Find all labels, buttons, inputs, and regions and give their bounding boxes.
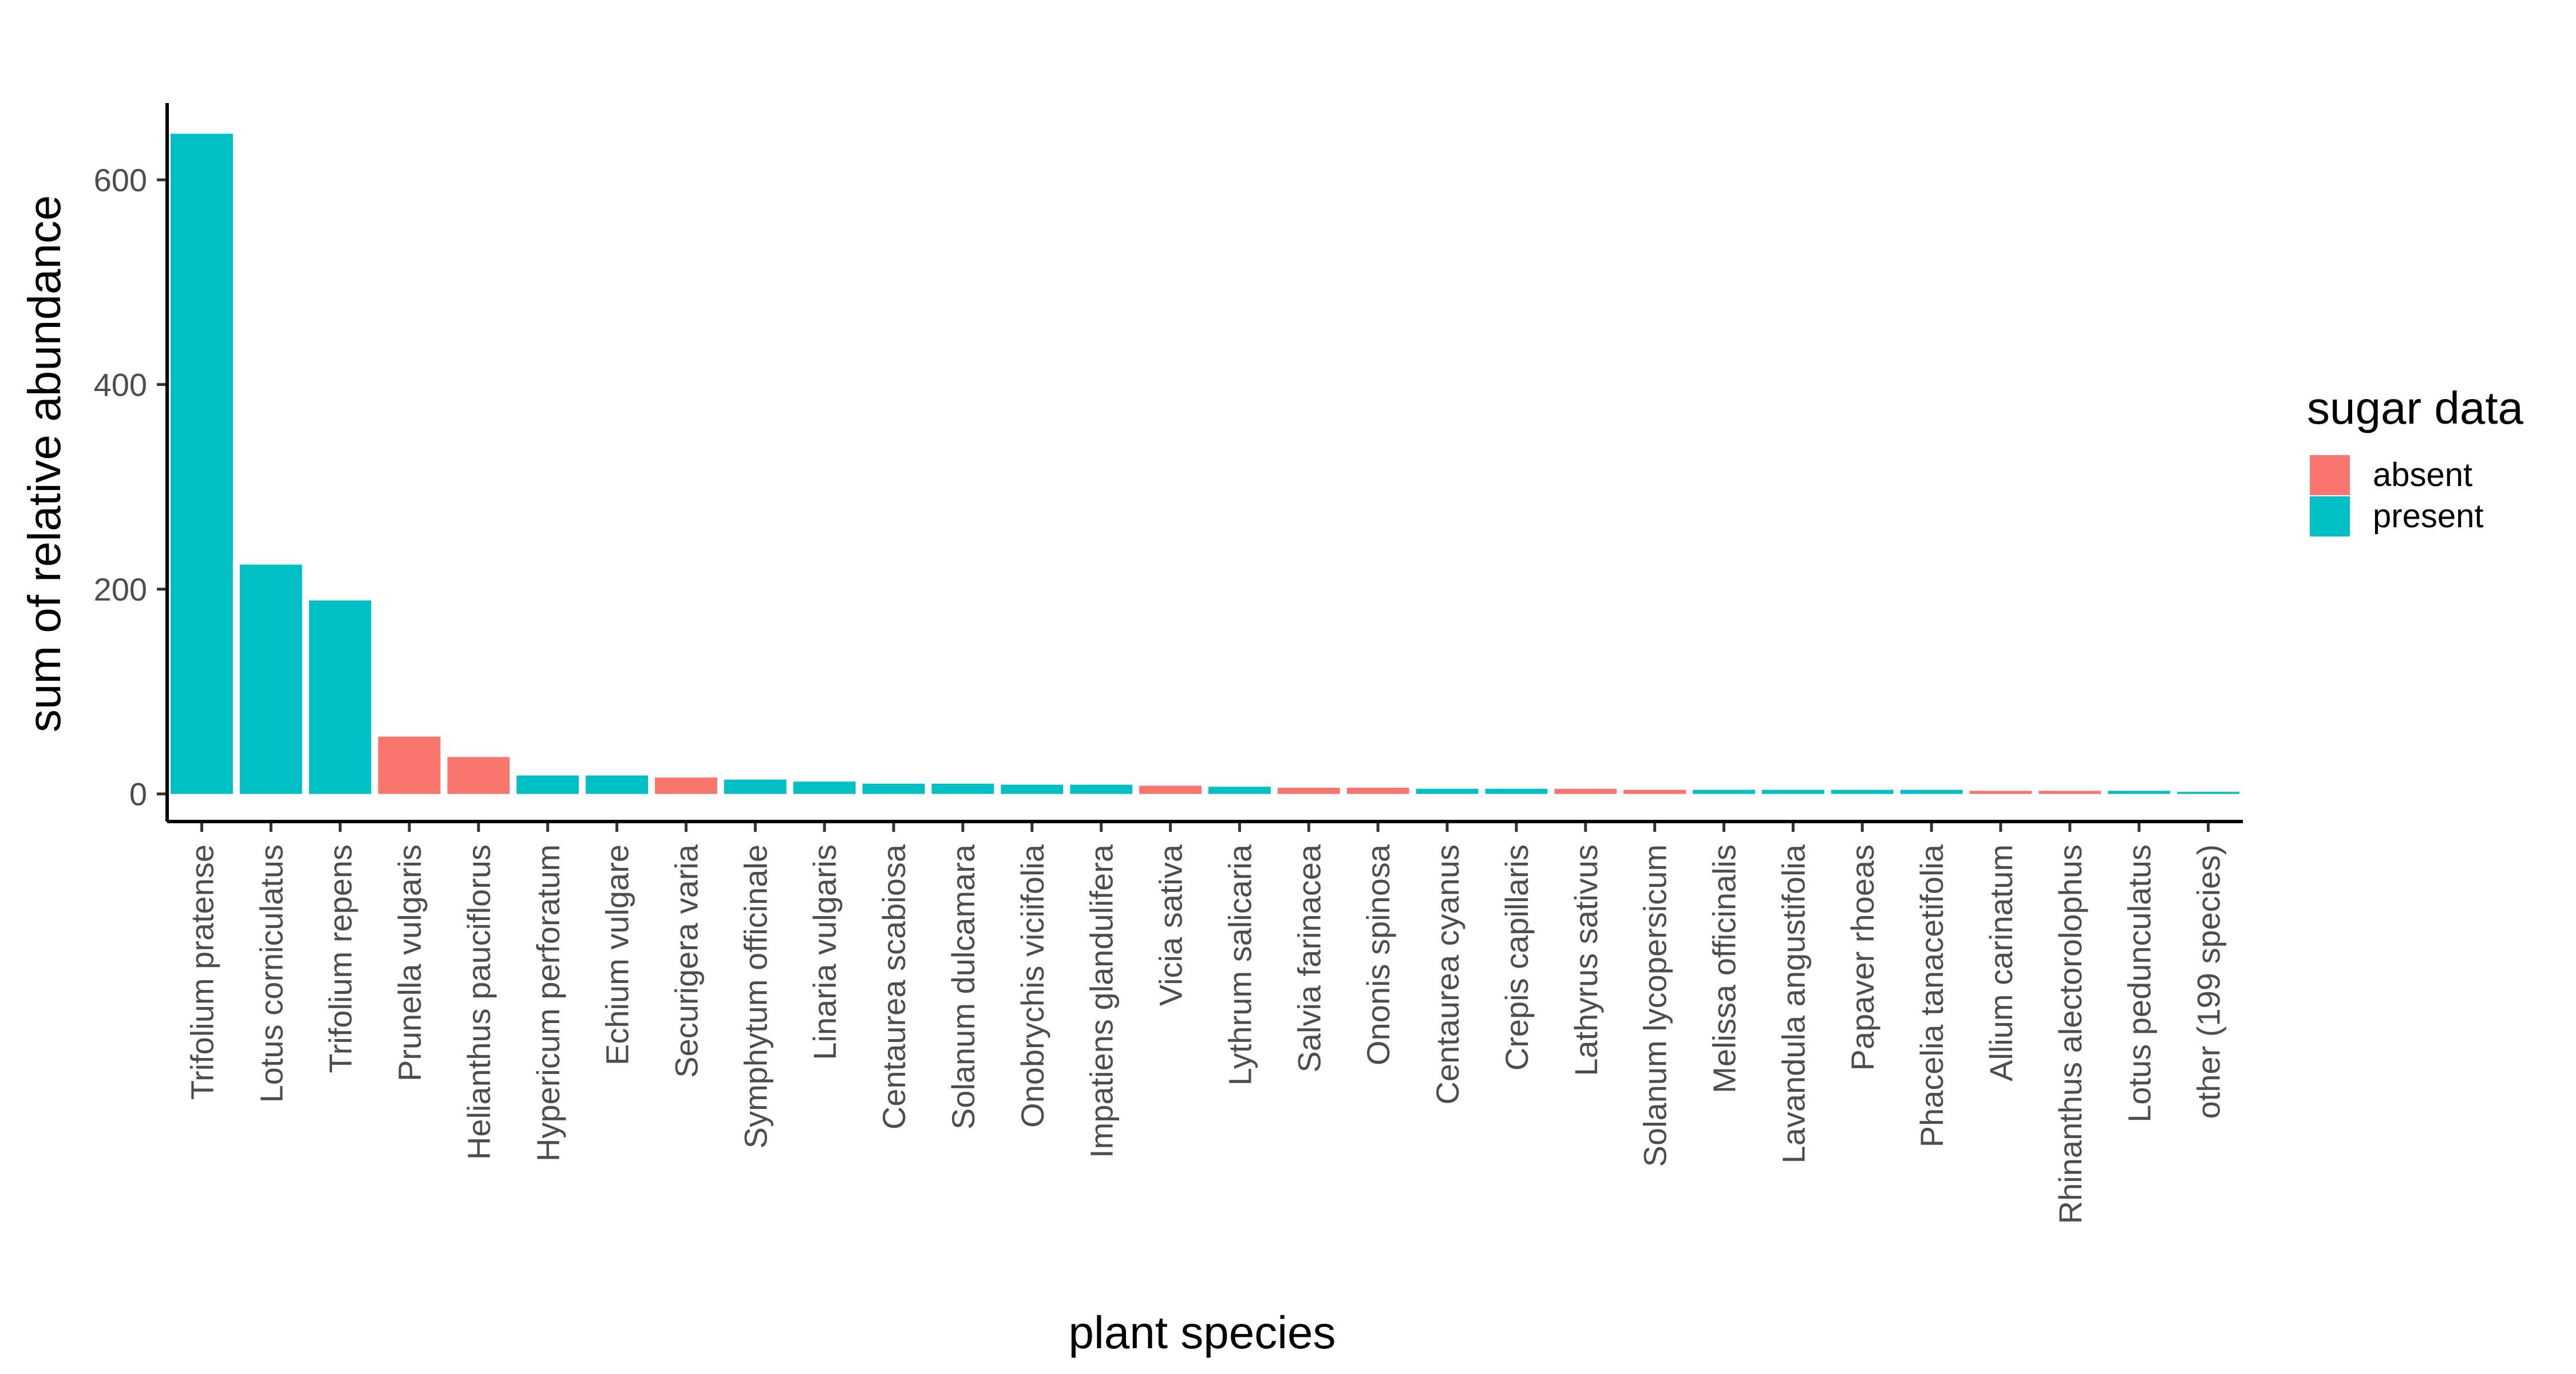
- y-axis-label: sum of relative abundance: [19, 195, 70, 732]
- bar-10: [793, 781, 856, 794]
- x-tick-label: Allium carinatum: [1983, 844, 2019, 1081]
- y-tick-label: 0: [129, 776, 147, 812]
- bar-6: [516, 775, 579, 794]
- bar-11: [862, 783, 925, 794]
- x-tick-label: Papaver rhoeas: [1844, 844, 1880, 1071]
- y-axis-ticks: 0 200 400 600: [94, 162, 167, 812]
- legend: sugar data absent present: [2307, 382, 2524, 536]
- x-tick-label: Lotus corniculatus: [253, 844, 289, 1103]
- bar-3: [309, 600, 372, 794]
- bar-14: [1070, 784, 1133, 794]
- x-tick-label: Trifolium repens: [322, 844, 358, 1073]
- x-tick-label: Echium vulgare: [599, 844, 635, 1065]
- legend-label-absent: absent: [2373, 456, 2472, 493]
- bar-28: [2038, 791, 2101, 794]
- x-tick-label: other (199 species): [2191, 844, 2227, 1119]
- x-tick-label: Symphytum officinale: [737, 844, 773, 1148]
- bar-12: [931, 783, 994, 794]
- bar-18: [1346, 788, 1409, 794]
- bar-13: [1001, 784, 1064, 794]
- y-tick-label: 400: [94, 367, 147, 403]
- bar-16: [1208, 787, 1271, 794]
- bar-1: [171, 133, 233, 794]
- x-tick-label: Salvia farinacea: [1291, 844, 1327, 1072]
- y-tick-label: 200: [94, 571, 147, 607]
- bar-19: [1416, 788, 1479, 794]
- bar-7: [586, 775, 649, 794]
- bars-group: [171, 133, 2239, 794]
- legend-entries: absent present: [2310, 455, 2483, 536]
- bar-24: [1761, 789, 1824, 794]
- x-tick-label: Prunella vulgaris: [392, 844, 428, 1081]
- bar-20: [1485, 788, 1548, 794]
- x-tick-label: Ononis spinosa: [1360, 844, 1396, 1065]
- bar-26: [1900, 789, 1963, 794]
- x-tick-label: Helianthus pauciflorus: [461, 844, 497, 1160]
- bar-30: [2177, 792, 2239, 794]
- x-tick-label: Linaria vulgaris: [807, 844, 843, 1060]
- bar-4: [378, 736, 441, 794]
- x-axis-ticks: Trifolium pratense Lotus corniculatus Trif…: [184, 822, 2227, 1224]
- legend-swatch-present: [2310, 496, 2350, 536]
- x-tick-label: Lathyrus sativus: [1568, 844, 1604, 1076]
- bar-27: [1969, 791, 2032, 794]
- x-tick-label: Solanum dulcamara: [945, 844, 981, 1130]
- x-tick-label: Vicia sativa: [1153, 844, 1189, 1006]
- bar-23: [1693, 789, 1755, 794]
- x-tick-label: Lythrum salicaria: [1222, 844, 1258, 1085]
- x-tick-label: Centaurea cyanus: [1429, 844, 1465, 1105]
- bar-5: [447, 757, 510, 794]
- bar-25: [1831, 789, 1894, 794]
- bar-15: [1139, 785, 1202, 794]
- x-tick-label: Phacelia tanacetifolia: [1914, 844, 1950, 1147]
- bar-2: [239, 564, 302, 794]
- x-tick-label: Hypericum perforatum: [530, 844, 566, 1162]
- bar-29: [2108, 791, 2171, 794]
- bar-21: [1554, 788, 1617, 794]
- x-tick-label: Securigera varia: [669, 844, 705, 1078]
- x-tick-label: Onobrychis viciifolia: [1014, 844, 1050, 1128]
- bar-8: [655, 777, 717, 794]
- legend-label-present: present: [2373, 498, 2483, 535]
- legend-title: sugar data: [2307, 382, 2524, 433]
- x-tick-label: Lotus pedunculatus: [2121, 844, 2158, 1123]
- x-tick-label: Lavandula angustifolia: [1775, 844, 1811, 1163]
- x-tick-label: Crepis capillaris: [1499, 844, 1535, 1071]
- legend-swatch-absent: [2310, 455, 2350, 495]
- x-tick-label: Trifolium pratense: [184, 844, 220, 1100]
- x-tick-label: Impatiens glandulifera: [1084, 844, 1120, 1158]
- x-tick-label: Solanum lycopersicum: [1637, 844, 1673, 1167]
- bar-22: [1623, 789, 1686, 794]
- x-axis-label: plant species: [1069, 1307, 1336, 1358]
- bar-9: [724, 779, 787, 794]
- x-tick-label: Melissa officinalis: [1706, 844, 1743, 1093]
- bar-17: [1277, 788, 1340, 794]
- x-tick-label: Rhinanthus alectorolophus: [2052, 844, 2088, 1224]
- y-tick-label: 600: [94, 162, 147, 198]
- x-tick-label: Centaurea scabiosa: [876, 844, 912, 1130]
